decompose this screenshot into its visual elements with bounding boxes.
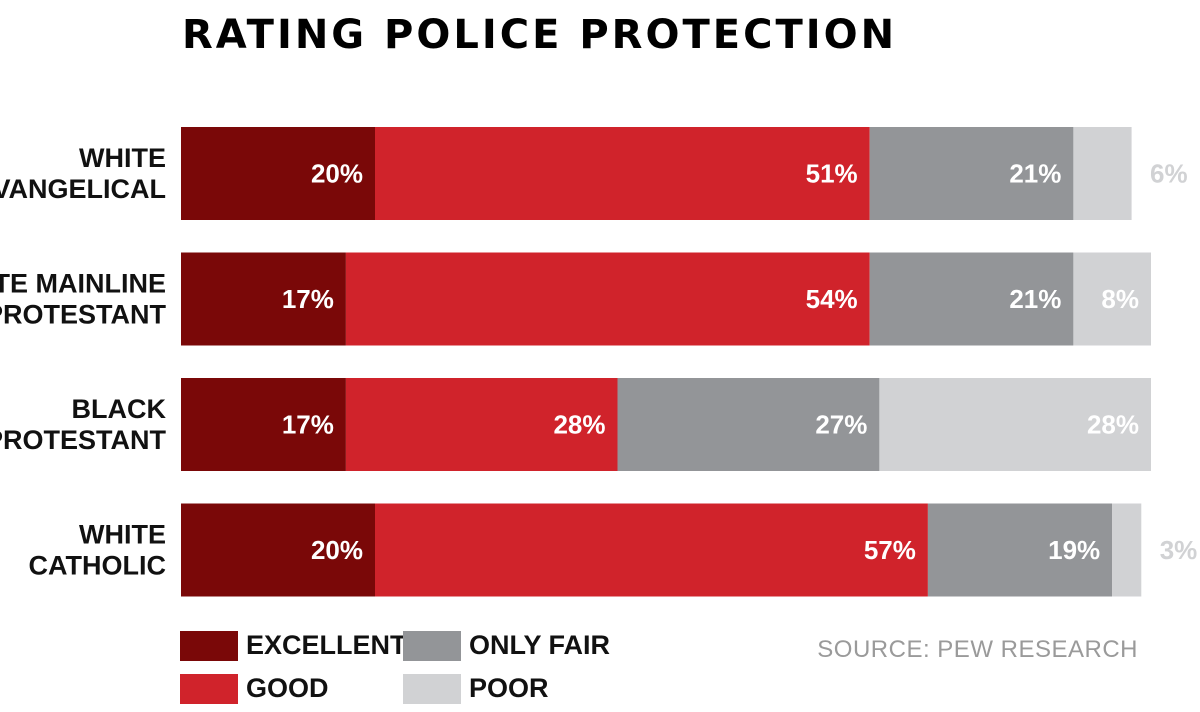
value-label: 3% (1160, 535, 1198, 565)
value-label: 8% (1101, 284, 1139, 314)
value-label: 27% (815, 410, 867, 440)
value-label: 20% (311, 159, 363, 189)
bar-segment-only-fair (869, 252, 1074, 346)
legend-swatch-poor (403, 673, 461, 704)
bar-segment-only-fair (869, 127, 1074, 220)
legend-label-only-fair: ONLY FAIR (469, 630, 611, 660)
legend-item-poor: POOR (403, 673, 549, 704)
value-label: 6% (1150, 159, 1188, 189)
value-label: 28% (553, 410, 605, 440)
value-label: 21% (1009, 159, 1061, 189)
value-label: 51% (806, 159, 858, 189)
bar-segment-good (375, 503, 928, 597)
source-note: SOURCE: PEW RESEARCH (817, 636, 1138, 663)
value-label: 28% (1087, 410, 1139, 440)
legend-swatch-only-fair (403, 630, 461, 661)
category-label: BLACK PROTESTANT (0, 394, 167, 455)
bar-segment-excellent (181, 503, 375, 597)
bar-segment-excellent (181, 127, 375, 220)
value-label: 57% (864, 535, 916, 565)
value-label: 21% (1009, 284, 1061, 314)
legend-label-excellent: EXCELLENT (246, 630, 407, 660)
bar-segment-excellent (181, 252, 346, 346)
bar-segment-poor (1073, 252, 1151, 346)
legend-label-good: GOOD (246, 673, 329, 703)
bar-segment-poor (879, 378, 1151, 471)
category-label: WHITEEVANGELICAL (0, 143, 166, 204)
category-label: WHITE CATHOLIC (29, 520, 166, 581)
bar-segment-good (375, 127, 870, 220)
legend-item-good: GOOD (180, 673, 329, 704)
value-label: 19% (1048, 535, 1100, 565)
bar-segment-only-fair (617, 378, 880, 471)
legend-item-excellent: EXCELLENT (180, 630, 407, 661)
bar-segment-good (345, 252, 870, 346)
bar-segment-poor (1073, 127, 1132, 220)
value-label: 17% (282, 284, 334, 314)
legend-swatch-good (180, 673, 238, 704)
value-label: 17% (282, 410, 334, 440)
bar-segment-only-fair (927, 503, 1113, 597)
chart-title: RATING POLICE PROTECTION (182, 12, 898, 58)
legend-item-only-fair: ONLY FAIR (403, 630, 610, 661)
bar-segment-poor (1112, 503, 1142, 597)
bar-segment-excellent (181, 378, 346, 471)
value-label: 54% (806, 284, 858, 314)
legend-label-poor: POOR (469, 673, 549, 703)
bar-segment-good (345, 378, 618, 471)
legend-swatch-excellent (180, 630, 238, 661)
value-label: 20% (311, 535, 363, 565)
